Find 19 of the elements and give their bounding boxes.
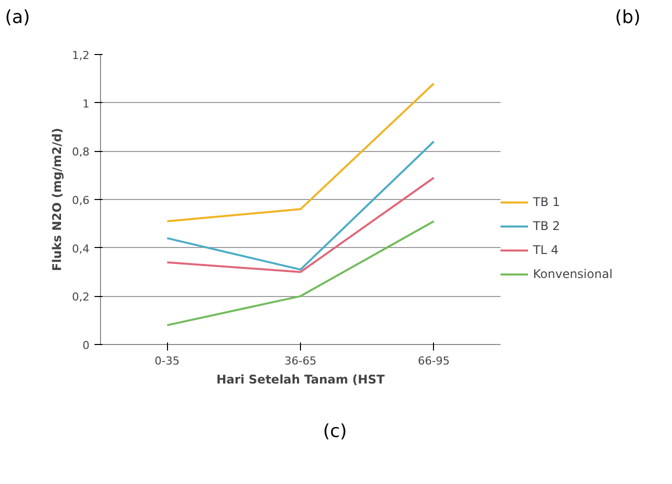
y-tick-label: 0,4 (72, 242, 90, 256)
text: (b) (615, 6, 640, 30)
y-tick-label: 1,2 (72, 49, 90, 62)
y-tick-label: 0,8 (72, 146, 90, 159)
x-axis-title: Hari Setelah Tanam (HST (216, 372, 386, 386)
legend-label: TL 4 (533, 243, 558, 257)
x-tick-label: 66-95 (418, 354, 450, 368)
legend-label: Konvensional (533, 267, 613, 281)
y-axis-title: Fluks N2O (mg/m2/d) (50, 128, 64, 272)
legend-label: TB 2 (533, 219, 560, 233)
x-tick-label: 0-35 (154, 354, 180, 368)
y-tick-label: 0,2 (72, 290, 90, 304)
text: (a) (5, 6, 30, 30)
text: (c) (323, 420, 347, 444)
y-tick-label: 0,6 (72, 194, 90, 207)
legend-label: TB 1 (533, 195, 560, 209)
x-tick-label: 36-65 (284, 354, 316, 368)
y-tick-label: 1 (82, 97, 90, 110)
y-tick-label: 0 (82, 339, 90, 352)
